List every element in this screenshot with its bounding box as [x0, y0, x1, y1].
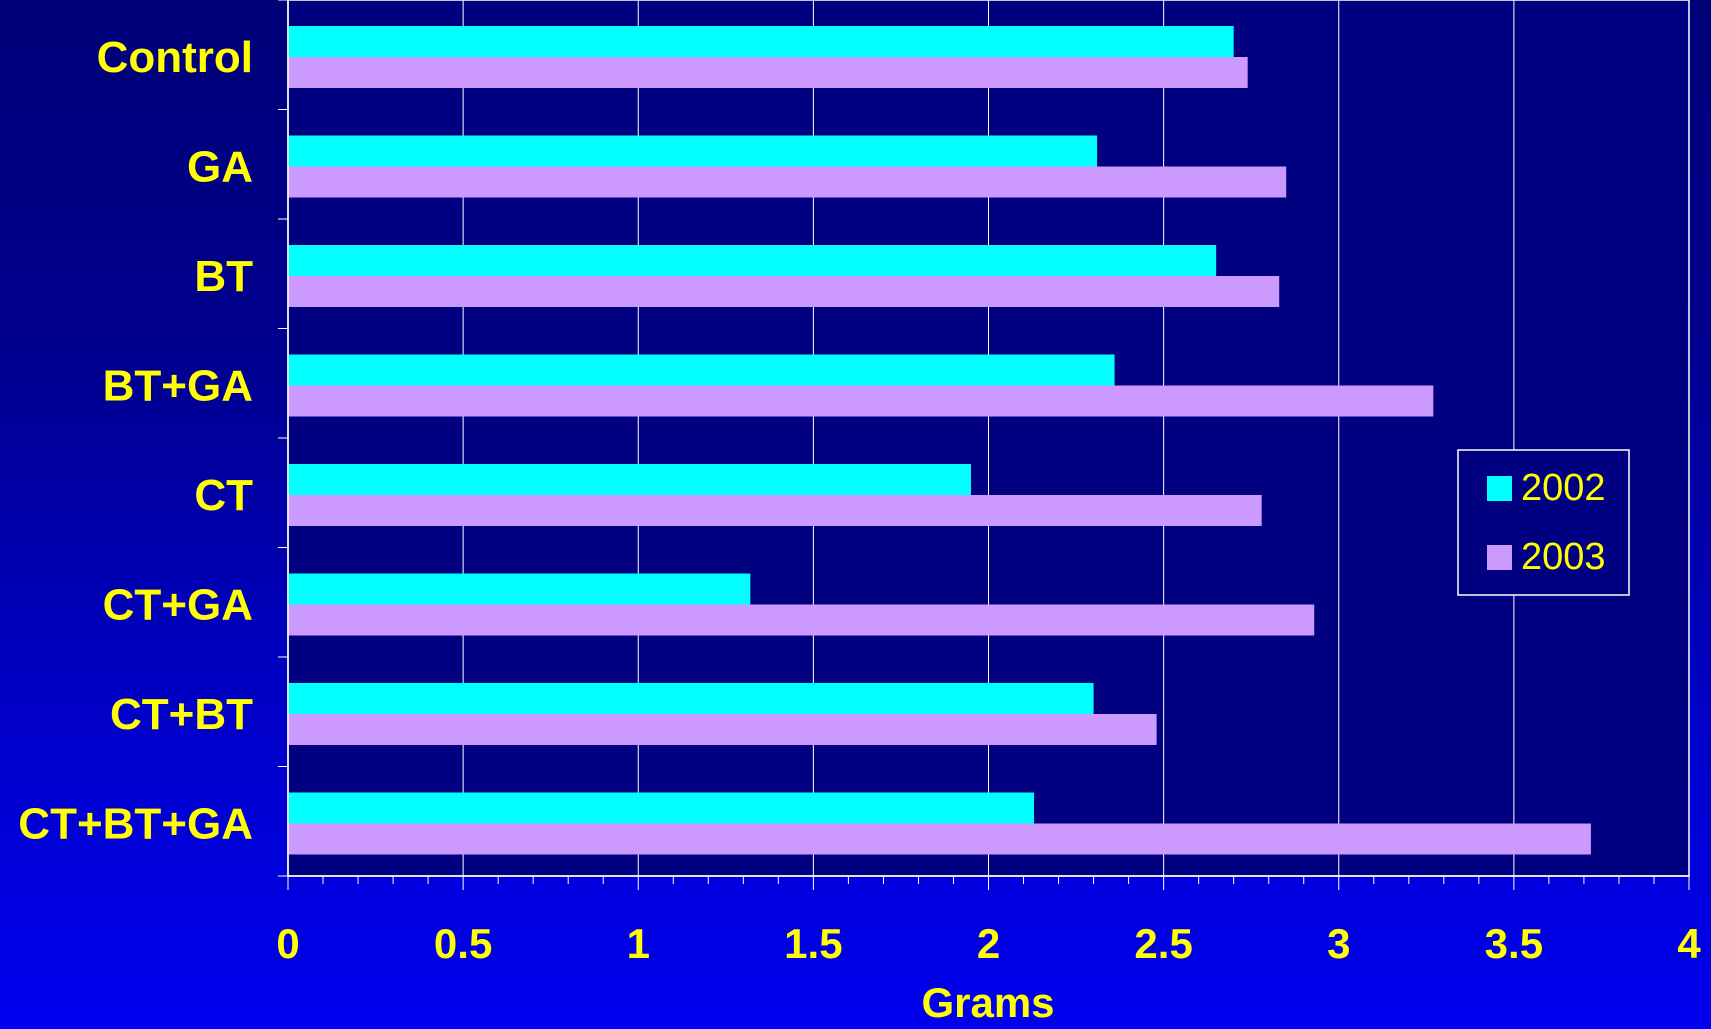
legend: 2002 2003	[1457, 449, 1630, 596]
bar-2003-bt	[288, 276, 1280, 307]
legend-swatch-2003	[1487, 545, 1512, 570]
category-label: CT+BT	[110, 690, 253, 739]
bar-2002-control	[288, 26, 1234, 57]
bar-group	[288, 26, 1591, 855]
bar-2003-ct	[288, 495, 1262, 526]
legend-label-2003: 2003	[1521, 536, 1606, 578]
bar-2003-ct-bt-ga	[288, 823, 1591, 855]
category-label: BT	[194, 252, 253, 301]
bar-2002-ct-bt	[288, 683, 1094, 714]
x-tick-label: 0	[276, 920, 299, 967]
bar-2002-ct	[288, 464, 971, 495]
legend-swatch-2002	[1487, 476, 1512, 501]
x-tick-label: 1.5	[784, 920, 842, 967]
bar-2003-control	[288, 57, 1248, 88]
bar-2002-bt	[288, 245, 1217, 276]
x-tick-label: 4	[1677, 920, 1701, 967]
bar-2002-bt-ga	[288, 354, 1115, 386]
x-tick-label: 3	[1327, 920, 1350, 967]
category-label: CT+BT+GA	[18, 800, 253, 849]
bar-2002-ga	[288, 135, 1098, 167]
category-label: Control	[97, 33, 253, 82]
bar-2002-ct-ga	[288, 573, 751, 605]
category-labels: Control GA BT BT+GA CT CT+GA CT+BT CT+BT+GA	[18, 33, 253, 849]
bar-2003-ga	[288, 166, 1287, 198]
category-label: GA	[187, 143, 253, 192]
bar-2003-ct-ga	[288, 604, 1315, 636]
bar-2002-ct-bt-ga	[288, 792, 1035, 824]
x-tick-label: 3.5	[1485, 920, 1543, 967]
category-label: BT+GA	[103, 362, 253, 411]
category-label: CT	[194, 471, 253, 520]
x-tick-label: 2	[977, 920, 1000, 967]
x-tick-label: 1	[627, 920, 650, 967]
legend-box	[1457, 449, 1630, 596]
x-tick-label: 2.5	[1134, 920, 1192, 967]
bar-2003-bt-ga	[288, 385, 1434, 417]
x-tick-label: 0.5	[434, 920, 492, 967]
axes	[278, 0, 1690, 890]
legend-label-2002: 2002	[1521, 467, 1606, 509]
x-axis-title: Grams	[921, 979, 1054, 1026]
category-label: CT+GA	[103, 581, 253, 630]
bar-2003-ct-bt	[288, 714, 1157, 745]
x-tick-labels: 0 0.5 1 1.5 2 2.5 3 3.5 4	[276, 920, 1701, 967]
